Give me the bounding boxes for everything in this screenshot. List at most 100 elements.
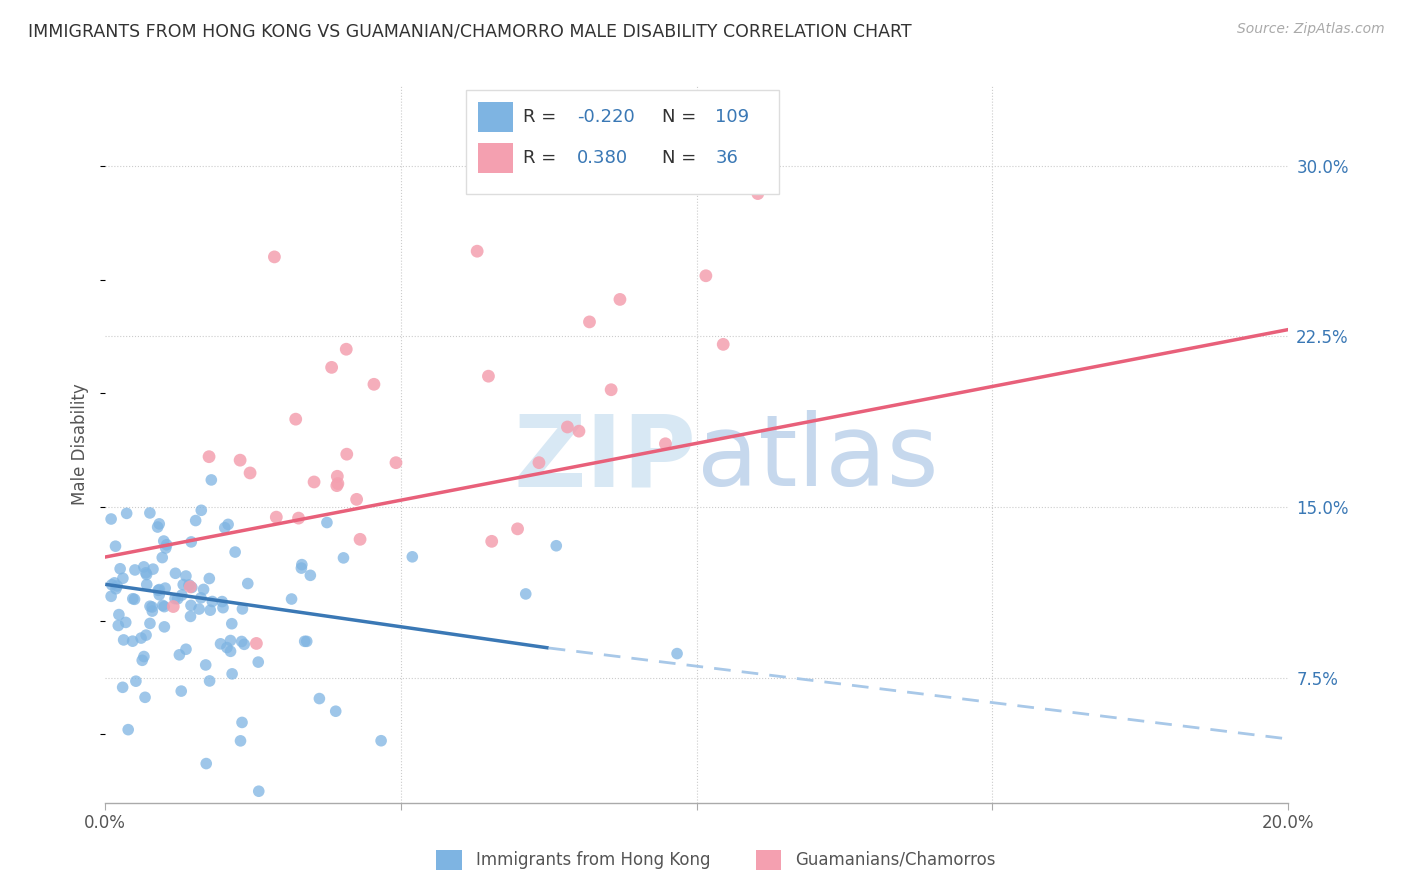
Point — [231, 634, 253, 648]
Point — [153, 599, 176, 614]
Point — [184, 514, 207, 528]
Point — [153, 620, 176, 634]
Point — [321, 360, 343, 375]
Text: -0.220: -0.220 — [576, 108, 636, 126]
Point — [148, 516, 170, 531]
Point — [195, 756, 218, 771]
Point — [100, 589, 122, 603]
Point — [201, 594, 224, 608]
Point — [568, 424, 591, 438]
Point — [515, 587, 537, 601]
Point — [172, 577, 194, 591]
Point — [247, 784, 270, 798]
Point — [401, 549, 423, 564]
Point — [284, 412, 307, 426]
Point — [100, 578, 122, 592]
Text: 0.380: 0.380 — [576, 149, 628, 167]
Point — [169, 648, 191, 662]
Point — [212, 600, 235, 615]
Point — [177, 578, 200, 592]
Point — [349, 533, 371, 547]
Point — [111, 681, 134, 695]
Point — [135, 566, 157, 580]
Point — [481, 534, 503, 549]
Point — [104, 582, 127, 596]
Point — [263, 250, 285, 264]
Text: IMMIGRANTS FROM HONG KONG VS GUAMANIAN/CHAMORRO MALE DISABILITY CORRELATION CHAR: IMMIGRANTS FROM HONG KONG VS GUAMANIAN/C… — [28, 22, 911, 40]
Point — [370, 733, 392, 747]
Point — [217, 517, 239, 532]
Point — [148, 582, 170, 597]
Point — [546, 539, 568, 553]
Point — [527, 456, 550, 470]
Text: R =: R = — [523, 108, 561, 126]
Point — [124, 563, 146, 577]
Point — [325, 704, 347, 718]
Point — [179, 580, 201, 594]
Point — [266, 510, 288, 524]
Point — [332, 550, 354, 565]
Point — [152, 599, 174, 613]
Point — [148, 588, 170, 602]
Point — [162, 599, 184, 614]
Point — [711, 337, 734, 351]
Point — [100, 512, 122, 526]
Y-axis label: Male Disability: Male Disability — [72, 384, 89, 506]
Point — [117, 723, 139, 737]
Point — [166, 591, 188, 606]
Point — [326, 469, 349, 483]
Point — [125, 674, 148, 689]
Point — [135, 567, 157, 582]
Point — [200, 473, 222, 487]
Point — [170, 684, 193, 698]
Point — [170, 588, 193, 602]
Point — [654, 437, 676, 451]
Point — [153, 581, 176, 595]
Point — [194, 657, 217, 672]
Point — [221, 616, 243, 631]
Point — [221, 666, 243, 681]
Point — [219, 633, 242, 648]
Point — [180, 609, 202, 624]
Point — [609, 293, 631, 307]
Point — [363, 377, 385, 392]
Point — [112, 632, 135, 647]
Point — [385, 456, 408, 470]
Point — [121, 634, 143, 648]
Point — [229, 734, 252, 748]
Point — [146, 520, 169, 534]
Point — [108, 562, 131, 576]
Point — [150, 550, 173, 565]
Point — [152, 534, 174, 549]
Point — [666, 647, 689, 661]
Point — [198, 673, 221, 688]
Point — [280, 592, 302, 607]
Text: Source: ZipAtlas.com: Source: ZipAtlas.com — [1237, 22, 1385, 37]
Point — [105, 579, 128, 593]
Point — [148, 583, 170, 598]
FancyBboxPatch shape — [478, 102, 513, 132]
Point — [747, 186, 769, 201]
Point — [211, 594, 233, 608]
Point — [111, 571, 134, 585]
Point — [229, 453, 252, 467]
Point — [156, 538, 179, 552]
Point — [465, 244, 488, 259]
Point — [326, 478, 349, 492]
Point — [141, 604, 163, 618]
Point — [236, 576, 259, 591]
Point — [103, 575, 125, 590]
Point — [295, 634, 318, 648]
Text: N =: N = — [662, 149, 702, 167]
Point — [224, 545, 246, 559]
Point — [132, 649, 155, 664]
Point — [190, 591, 212, 605]
Point — [233, 637, 256, 651]
Point — [121, 591, 143, 606]
Point — [200, 603, 222, 617]
Point — [139, 506, 162, 520]
Point — [180, 535, 202, 549]
Point — [308, 691, 330, 706]
Point — [302, 475, 325, 489]
Point — [165, 566, 187, 581]
